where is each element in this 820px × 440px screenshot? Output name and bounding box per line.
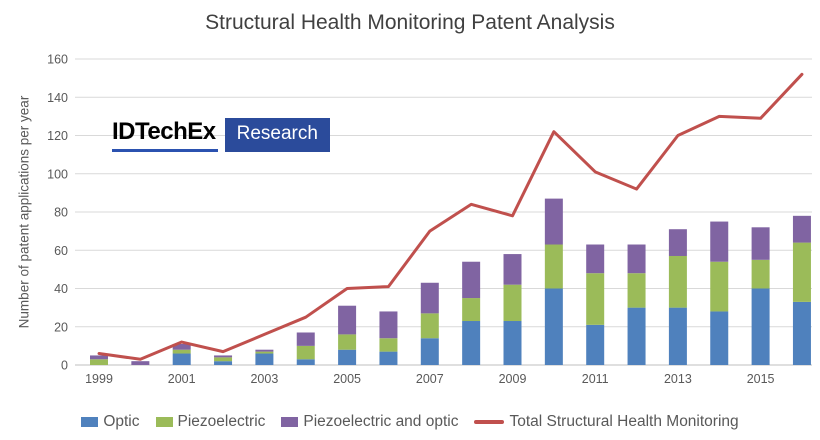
- bar-segment: [338, 305, 357, 335]
- legend-color-swatch: [81, 417, 99, 427]
- bar-segment: [710, 221, 729, 262]
- bar-segment: [544, 198, 563, 245]
- y-tick-label: 80: [54, 206, 68, 220]
- bar-segment: [379, 351, 398, 365]
- y-tick-label: 140: [47, 91, 68, 105]
- idtechex-logo-text: IDTechEx: [112, 118, 218, 152]
- bar-segment: [462, 298, 481, 322]
- bar-segment: [296, 359, 315, 365]
- bar-segment: [420, 338, 439, 365]
- bar-segment: [627, 273, 646, 308]
- bar-segment: [379, 311, 398, 339]
- legend-label: Piezoelectric: [177, 413, 266, 430]
- y-tick-label: 40: [54, 282, 68, 296]
- bar-segment: [420, 313, 439, 339]
- bar-segment: [296, 332, 315, 346]
- bar-segment: [172, 349, 191, 354]
- bar-segment: [172, 343, 191, 350]
- idtechex-logo: IDTechEx Research: [112, 118, 330, 152]
- bar-segment: [710, 261, 729, 312]
- y-tick-label: 100: [47, 167, 68, 181]
- bar-segment: [338, 349, 357, 365]
- y-tick-label: 160: [47, 53, 68, 67]
- x-tick-label: 2009: [499, 372, 527, 386]
- bar-segment: [255, 351, 274, 354]
- bar-segment: [338, 334, 357, 350]
- x-tick-label: 2011: [582, 372, 609, 386]
- bar-segment: [586, 273, 605, 325]
- bar-segment: [214, 361, 233, 365]
- x-tick-label: 2005: [333, 372, 361, 386]
- bar-segment: [90, 355, 108, 360]
- bar-segment: [627, 307, 646, 365]
- y-tick-label: 0: [61, 359, 68, 373]
- bar-segment: [586, 244, 605, 274]
- x-tick-label: 2015: [747, 372, 775, 386]
- bar-segment: [792, 301, 811, 365]
- bar-segment: [420, 282, 439, 314]
- legend-color-swatch: [155, 417, 173, 427]
- y-tick-label: 120: [47, 129, 68, 143]
- bar-segment: [131, 361, 150, 365]
- bar-segment: [503, 284, 522, 322]
- bar-segment: [296, 345, 315, 360]
- bar-segment: [751, 259, 770, 289]
- bar-segment: [544, 244, 563, 289]
- x-tick-label: 1999: [85, 372, 113, 386]
- bar-segment: [751, 288, 770, 365]
- legend-label: Optic: [103, 413, 140, 430]
- bar-segment: [586, 324, 605, 365]
- bar-segment: [255, 353, 274, 365]
- bar-segment: [214, 357, 233, 362]
- y-tick-label: 60: [54, 244, 68, 258]
- bar-segment: [503, 321, 522, 365]
- bar-segment: [792, 242, 811, 302]
- x-tick-label: 2007: [416, 372, 444, 386]
- idtechex-research-badge: Research: [224, 118, 330, 152]
- bar-segment: [751, 227, 770, 260]
- bar-segment: [668, 255, 687, 308]
- bar-segment: [172, 353, 191, 365]
- x-tick-label: 2003: [250, 372, 278, 386]
- legend: Optic Piezoelectric Piezoelectric and opti…: [0, 413, 820, 431]
- bar-segment: [214, 355, 233, 358]
- total-line: [97, 72, 804, 361]
- y-tick-label: 20: [54, 320, 68, 334]
- legend-label: Piezoelectric and optic: [303, 413, 459, 430]
- legend-line-marker: [474, 420, 505, 424]
- legend-item: Total Structural Health Monitoring: [474, 413, 739, 431]
- legend-item: Piezoelectric: [155, 413, 266, 431]
- bar-segment: [792, 215, 811, 243]
- legend-item: Piezoelectric and optic: [281, 413, 458, 431]
- bar-segment: [90, 359, 108, 365]
- x-tick-label: 2001: [168, 372, 196, 386]
- bar-segment: [255, 349, 274, 352]
- bar-segment: [462, 321, 481, 365]
- bar-segment: [503, 254, 522, 285]
- legend-item: Optic: [81, 413, 140, 431]
- legend-color-swatch: [281, 417, 299, 427]
- bar-segment: [544, 288, 563, 365]
- bar-segment: [462, 261, 481, 299]
- bar-segment: [668, 307, 687, 365]
- bar-segment: [627, 244, 646, 274]
- chart-title: Structural Health Monitoring Patent Anal…: [205, 11, 615, 34]
- bar-segment: [668, 229, 687, 256]
- bar-segment: [379, 338, 398, 352]
- legend-label: Total Structural Health Monitoring: [509, 413, 739, 430]
- x-tick-label: 2013: [664, 372, 692, 386]
- bar-segment: [710, 311, 729, 365]
